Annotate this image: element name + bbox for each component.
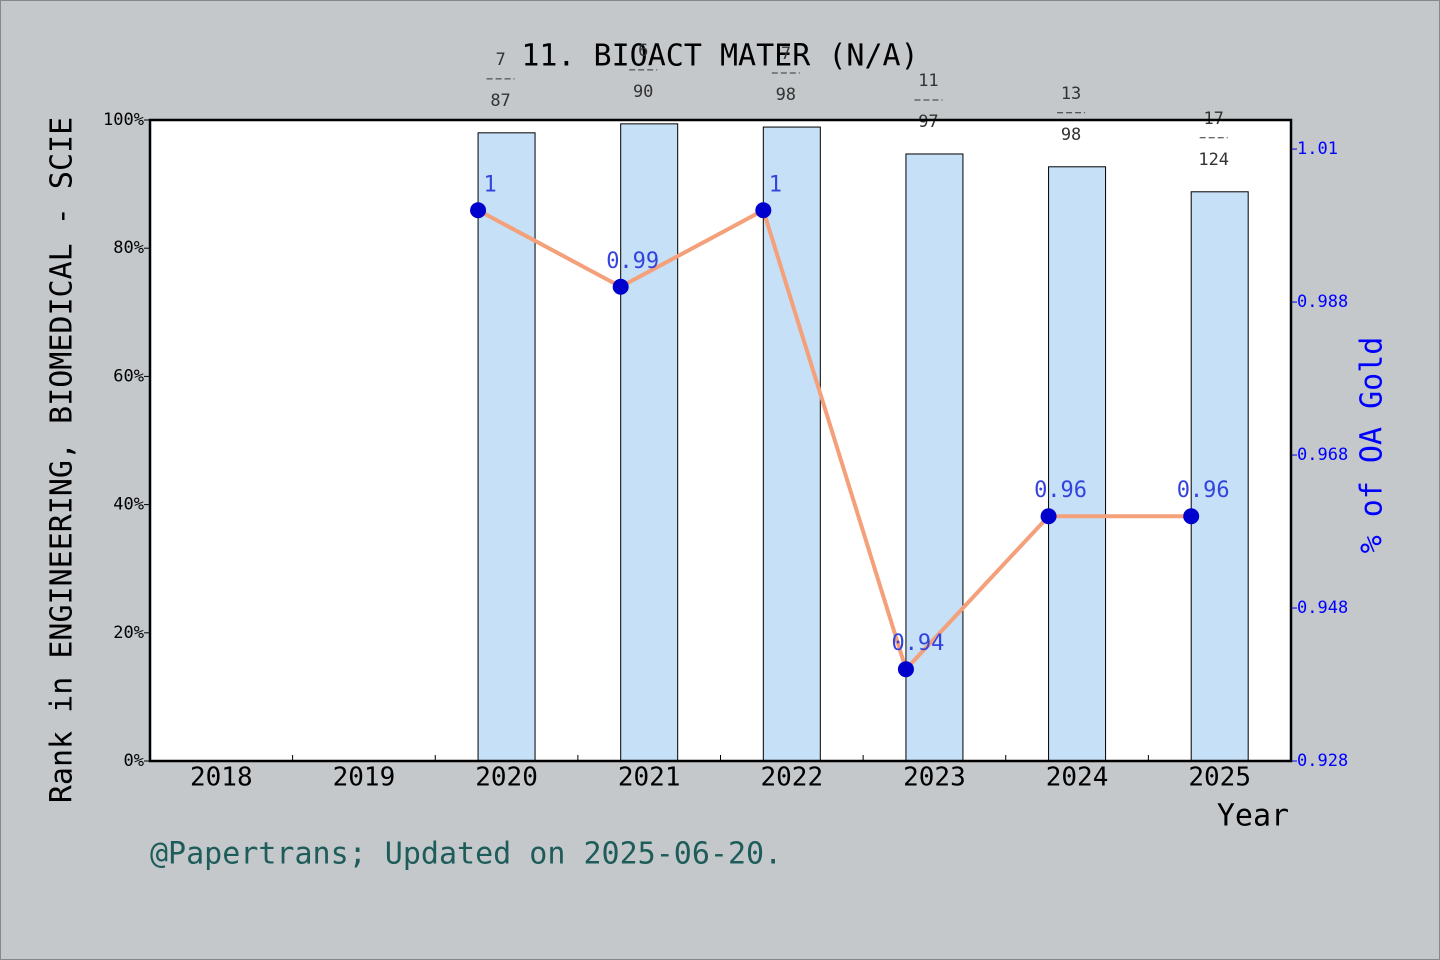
rank-total: 98 <box>776 85 796 105</box>
y-tick-label: 80% <box>113 238 144 258</box>
bar <box>905 153 964 762</box>
x-tick-label: 2023 <box>903 763 966 793</box>
x-axis-label: Year <box>1217 799 1289 834</box>
value-label: 0.99 <box>606 249 659 274</box>
value-label: 1 <box>769 172 782 197</box>
bar <box>762 126 821 762</box>
x-tick-label: 2022 <box>761 763 824 793</box>
marker <box>897 661 914 678</box>
x-tick-label: 2021 <box>618 763 681 793</box>
rank-total: 124 <box>1198 150 1229 170</box>
x-tick-label: 2019 <box>333 763 396 793</box>
marker <box>1040 508 1057 525</box>
chart-title: 11. BIOACT MATER (N/A) <box>521 39 918 74</box>
rank-label: 7 <box>495 50 505 70</box>
y-tick-label: 0% <box>124 751 144 771</box>
y2-tick-label: 0.928 <box>1297 751 1348 771</box>
line <box>477 207 1192 674</box>
value-label: 1 <box>483 172 496 197</box>
y2-tick-label: 0.948 <box>1297 598 1348 618</box>
value-label: 0.96 <box>1034 478 1087 503</box>
y-tick-label: 20% <box>113 623 144 643</box>
x-tick-label: 2024 <box>1046 763 1109 793</box>
plot-frame <box>148 118 1293 763</box>
value-label: 0.96 <box>1177 478 1230 503</box>
plot-area <box>150 120 1291 761</box>
marker <box>755 202 772 219</box>
footer: @Papertrans; Updated on 2025-06-20. <box>150 837 782 872</box>
y-tick-label: 100% <box>103 110 144 130</box>
y2-axis-label: % of OA Gold <box>1355 337 1390 554</box>
rank-label: 6 <box>638 41 648 61</box>
rank-total: 98 <box>1061 125 1081 145</box>
value-label: 0.94 <box>891 631 944 656</box>
rank-total: 97 <box>918 112 938 132</box>
x-tick-label: 2020 <box>475 763 538 793</box>
y2-tick-label: 0.968 <box>1297 445 1348 465</box>
y-tick-label: 60% <box>113 366 144 386</box>
rank-total: 87 <box>490 91 510 111</box>
y-axis-label: Rank in ENGINEERING, BIOMEDICAL - SCIE <box>45 117 80 803</box>
marker <box>1183 508 1200 525</box>
y-tick-label: 40% <box>113 495 144 515</box>
bar <box>620 123 679 762</box>
y2-tick-label: 0.988 <box>1297 292 1348 312</box>
rank-label: 7 <box>781 44 791 64</box>
rank-label: 11 <box>918 71 938 91</box>
rank-label: 13 <box>1061 84 1081 104</box>
bar <box>1048 166 1107 762</box>
x-tick-label: 2018 <box>190 763 253 793</box>
y2-tick-label: 1.01 <box>1297 139 1338 159</box>
x-tick-label: 2025 <box>1188 763 1251 793</box>
rank-total: 90 <box>633 82 653 102</box>
bar <box>1190 191 1249 762</box>
marker <box>612 278 629 295</box>
marker <box>470 202 487 219</box>
